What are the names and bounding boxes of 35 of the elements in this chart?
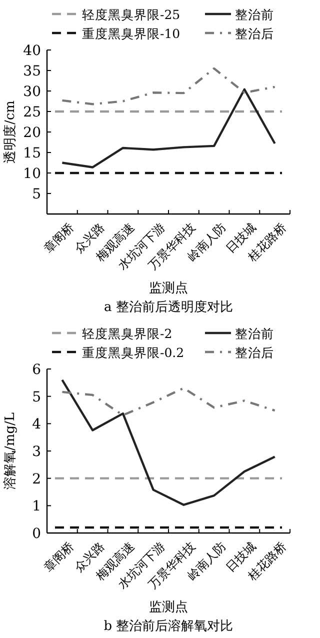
y-axis-title: 透明度/cm: [2, 100, 18, 164]
y-tick-label: 4: [32, 416, 42, 433]
y-tick-label: 1: [32, 498, 41, 515]
y-tick-label: 2: [32, 471, 41, 488]
x-tick-label: 章阁桥: [41, 220, 77, 256]
line-series: [61, 88, 276, 168]
y-tick-label: 5: [32, 389, 41, 406]
legend-label: 整治前: [235, 7, 274, 22]
x-axis-title: 监测点: [149, 600, 188, 615]
line-series: [61, 67, 276, 106]
line-series: [61, 387, 276, 416]
line-series: [61, 378, 276, 506]
y-tick-label: 20: [23, 125, 41, 141]
y-axis-title: 溶解氧/mg/L: [2, 412, 18, 490]
y-tick-label: 0: [32, 526, 41, 542]
y-tick-label: 35: [23, 64, 41, 80]
y-tick-label: 6: [32, 362, 42, 378]
legend-label: 整治后: [235, 26, 274, 41]
y-tick-label: 15: [23, 146, 41, 162]
x-axis-title: 监测点: [149, 281, 188, 296]
legend-label: 轻度黑臭界限-2: [82, 326, 172, 341]
text: b 整治前后溶解氧对比: [104, 618, 234, 634]
text: a 整治前后透明度对比: [104, 299, 233, 315]
legend-label: 轻度黑臭界限-25: [82, 7, 180, 22]
legend-label: 整治后: [235, 345, 274, 360]
y-tick-label: 5: [32, 186, 41, 202]
legend-label: 重度黑臭界限-10: [82, 26, 180, 41]
y-tick-label: 40: [23, 43, 41, 59]
legend-label: 重度黑臭界限-0.2: [82, 345, 184, 360]
y-tick-label: 30: [23, 84, 41, 100]
y-tick-label: 3: [32, 444, 41, 460]
y-tick-label: 10: [23, 166, 41, 182]
legend-label: 整治前: [235, 326, 274, 341]
y-tick-label: 25: [23, 104, 41, 120]
x-tick-label: 章阁桥: [41, 539, 77, 575]
